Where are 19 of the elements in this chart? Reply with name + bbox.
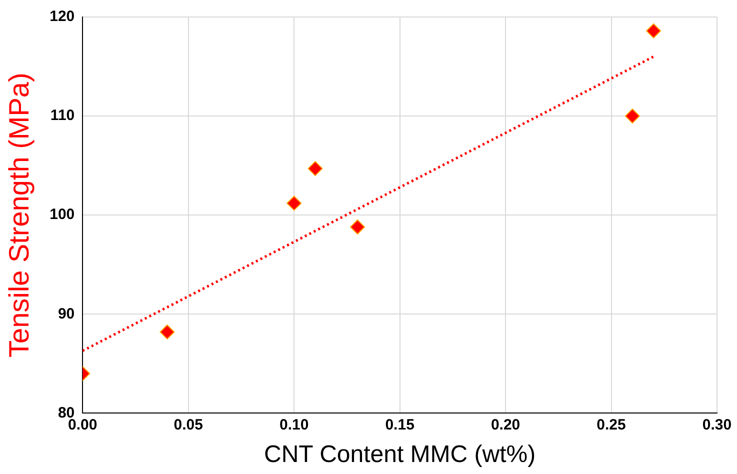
x-tick-label: 0.25	[596, 416, 626, 434]
point	[160, 324, 175, 340]
x-tick-label: 0.00	[68, 416, 98, 434]
x-tick-label: 0.15	[385, 416, 414, 434]
x-tick-label: 0.20	[490, 416, 520, 434]
x-tick-label: 0.10	[279, 416, 309, 434]
x-tick-label: 0.05	[174, 416, 203, 434]
point	[308, 161, 323, 176]
point	[350, 219, 366, 234]
y-tick-label: 90	[58, 305, 75, 322]
x-tick-label: 0.30	[702, 416, 732, 434]
y-tick-label: 100	[50, 206, 75, 224]
x-axis-title: CNT Content MMC (wt%)	[264, 441, 536, 468]
point	[624, 108, 640, 124]
y-axis-title: Tensile Strength (MPa)	[4, 72, 35, 358]
y-tick-label: 120	[50, 8, 75, 26]
y-tick-label: 110	[50, 107, 75, 124]
point	[286, 196, 302, 211]
point	[646, 23, 662, 38]
